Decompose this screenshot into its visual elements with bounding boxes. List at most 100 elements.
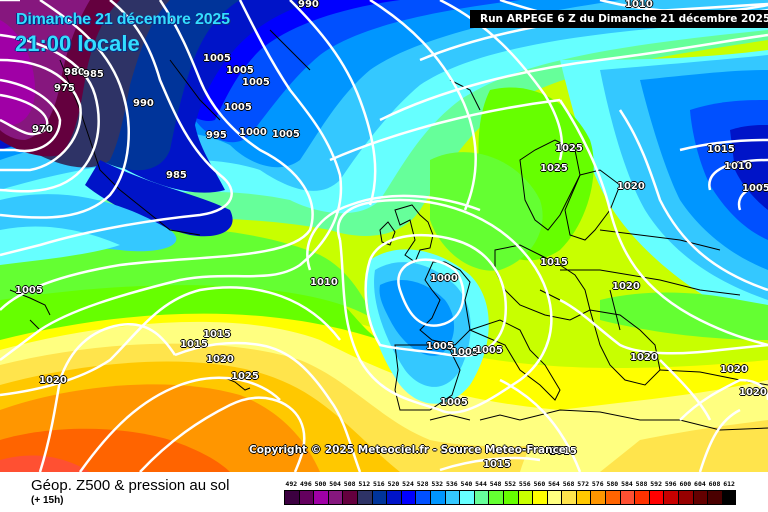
run-info-banner: Run ARPEGE 6 Z du Dimanche 21 décembre 2… (470, 10, 768, 28)
map-footer: Géop. Z500 & pression au sol (+ 15h) 492… (0, 472, 768, 512)
legend-value: 568 (562, 480, 575, 488)
legend-entry: 524 (400, 480, 416, 505)
legend-swatch (298, 490, 314, 505)
legend-value: 608 (708, 480, 721, 488)
legend-entry: 592 (648, 480, 664, 505)
legend-swatch (342, 490, 357, 505)
legend-value: 536 (445, 480, 458, 488)
legend-swatch (692, 490, 708, 505)
isobar-label: 1015 (180, 339, 208, 350)
legend-swatch (327, 490, 343, 505)
legend-entry: 604 (692, 480, 708, 505)
legend-value: 500 (314, 480, 327, 488)
legend-entry: 612 (721, 480, 737, 505)
legend-entry: 520 (386, 480, 401, 505)
isobar-label: 1020 (617, 181, 645, 192)
legend-entry: 608 (707, 480, 722, 505)
isobar-label: 1020 (612, 281, 640, 292)
isobar-label: 1000 (239, 127, 267, 138)
legend-value: 580 (606, 480, 619, 488)
legend-entry: 540 (459, 480, 474, 505)
legend-value: 588 (635, 480, 648, 488)
legend-swatch (605, 490, 620, 505)
legend-value: 564 (548, 480, 560, 488)
isobar-label: 990 (298, 0, 319, 10)
isobar-label: 1005 (475, 345, 503, 356)
isobar-label: 1025 (231, 371, 259, 382)
legend-value: 520 (387, 480, 400, 488)
legend-value: 540 (460, 480, 473, 488)
legend-entry: 544 (473, 480, 489, 505)
legend-entry: 496 (298, 480, 314, 505)
isobar-label: 1025 (555, 143, 583, 154)
legend-swatch (400, 490, 416, 505)
isobar-label: 1015 (549, 446, 577, 457)
isobar-label: 1005 (224, 102, 252, 113)
legend-value: 516 (372, 480, 385, 488)
legend-swatch (619, 490, 635, 505)
isobar-label: 1015 (483, 459, 511, 470)
isobar-label: 1005 (451, 347, 479, 358)
legend-entry: 584 (619, 480, 635, 505)
legend-swatch (386, 490, 401, 505)
legend-value: 528 (416, 480, 429, 488)
legend-entry: 532 (429, 480, 445, 505)
legend-swatch (502, 490, 518, 505)
legend-value: 532 (431, 480, 444, 488)
legend-entry: 504 (327, 480, 343, 505)
legend-entry: 568 (561, 480, 576, 505)
legend-swatch (663, 490, 679, 505)
isobar-label: 1020 (739, 387, 767, 398)
legend-value: 612 (723, 480, 735, 488)
chart-title: Géop. Z500 & pression au sol (31, 477, 230, 494)
isobar-label: 970 (32, 124, 53, 135)
legend-swatch (575, 490, 591, 505)
legend-swatch (707, 490, 722, 505)
legend-swatch (459, 490, 474, 505)
legend-swatch (284, 490, 299, 505)
legend-swatch (473, 490, 489, 505)
legend-value: 560 (533, 480, 546, 488)
isobar-label: 1010 (625, 0, 653, 10)
legend-entry: 512 (356, 480, 372, 505)
isobar-label: 1015 (707, 144, 735, 155)
legend-value: 576 (591, 480, 604, 488)
legend-entry: 596 (663, 480, 679, 505)
legend-swatch (678, 490, 693, 505)
isobar-label: 1015 (540, 257, 568, 268)
isobar-label: 990 (133, 98, 154, 109)
legend-entry: 500 (313, 480, 328, 505)
isobar-label: 1015 (203, 329, 231, 340)
legend-entry: 564 (546, 480, 562, 505)
legend-entry: 572 (575, 480, 591, 505)
legend-swatch (371, 490, 387, 505)
legend-value: 604 (694, 480, 706, 488)
map-date-title: Dimanche 21 décembre 2025 (16, 11, 230, 28)
isobar-label: 985 (83, 69, 104, 80)
isobar-label: 1005 (426, 341, 454, 352)
legend-swatch (415, 490, 430, 505)
color-scale-legend: 492 496 500 504 508 512 516 520 524 528 532 536 540 5… (284, 480, 737, 505)
isobar-label: 1005 (226, 65, 254, 76)
legend-swatch (313, 490, 328, 505)
legend-swatch (546, 490, 562, 505)
legend-entry: 560 (532, 480, 547, 505)
legend-entry: 576 (590, 480, 606, 505)
legend-entry: 580 (605, 480, 620, 505)
legend-value: 496 (300, 480, 312, 488)
legend-entry: 552 (502, 480, 518, 505)
legend-swatch (634, 490, 649, 505)
isobar-label: 1020 (720, 364, 748, 375)
isobar-label: 1000 (430, 273, 458, 284)
legend-swatch (444, 490, 460, 505)
legend-value: 584 (621, 480, 633, 488)
legend-swatch (356, 490, 372, 505)
legend-value: 552 (504, 480, 517, 488)
legend-value: 596 (664, 480, 677, 488)
legend-value: 524 (402, 480, 414, 488)
isobar-label: 980 (64, 67, 85, 78)
legend-entry: 508 (342, 480, 357, 505)
isobar-label: 1020 (39, 375, 67, 386)
weather-map: 990 1010 1005 1005 1005 980 985 975 990 1005 970 99… (0, 0, 768, 472)
legend-swatch (721, 490, 737, 505)
